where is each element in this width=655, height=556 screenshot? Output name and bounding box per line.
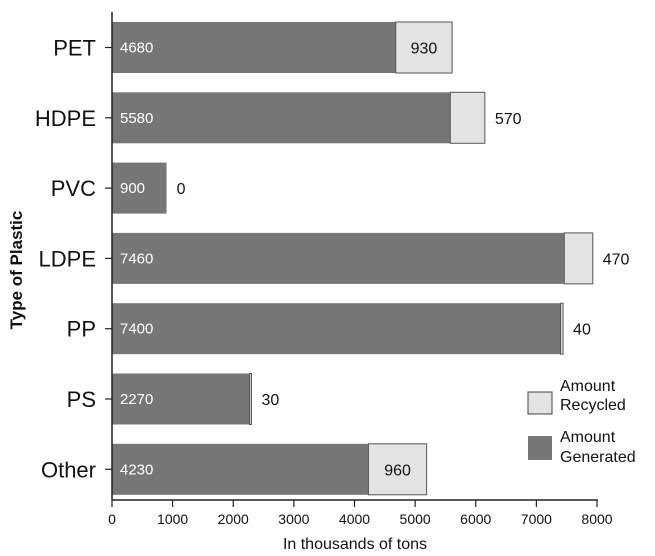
x-tick-label-6000: 6000 (460, 511, 491, 527)
data-label-recycled-other: 960 (384, 462, 411, 479)
bar-generated-hdpe (112, 92, 451, 144)
bar-recycled-other (367, 443, 428, 496)
category-label-pvc: PVC (51, 176, 96, 201)
data-label-recycled-pet: 930 (411, 41, 438, 58)
data-label-generated-hdpe: 5580 (120, 110, 153, 127)
bar-generated-pp (112, 303, 561, 355)
legend-label-recycled-2: Recycled (560, 397, 626, 414)
data-label-recycled-pvc: 0 (177, 181, 186, 198)
bar-generated-ps (112, 373, 250, 425)
legend-label-recycled-1: Amount (560, 378, 616, 395)
bar-generated-pet (112, 22, 396, 73)
data-label-generated-pp: 7400 (120, 321, 153, 338)
data-label-recycled-ps: 30 (261, 392, 279, 409)
legend: Amount Recycled Amount Generated (527, 378, 636, 466)
data-label-recycled-ldpe: 470 (603, 251, 630, 268)
category-labels: PET HDPE PVC LDPE PP PS Other (35, 36, 112, 482)
category-label-ps: PS (67, 387, 96, 412)
x-ticks: 0 1000 2000 3000 4000 5000 6000 7000 8000 (108, 500, 613, 527)
data-label-generated-pvc: 900 (120, 180, 145, 197)
bar-recycled-hdpe (449, 91, 486, 144)
x-axis-title: In thousands of tons (283, 536, 427, 553)
y-axis-title: Type of Plastic (7, 211, 26, 330)
category-label-pet: PET (53, 36, 96, 61)
category-label-hdpe: HDPE (35, 106, 96, 131)
data-label-recycled-pp: 40 (573, 322, 591, 339)
category-label-ldpe: LDPE (39, 246, 96, 271)
bar-generated-ldpe (112, 232, 565, 284)
x-tick-label-5000: 5000 (400, 511, 431, 527)
x-tick-label-8000: 8000 (581, 511, 612, 527)
bars-layer: 4680 930 5580 570 900 0 7460 470 7400 40 2270 30 423… (112, 21, 630, 496)
bar-recycled-ps (249, 373, 252, 425)
bar-recycled-ldpe (563, 232, 594, 285)
legend-label-generated-2: Generated (560, 449, 636, 466)
legend-swatch-generated (528, 436, 552, 460)
x-tick-label-2000: 2000 (218, 511, 249, 527)
x-tick-label-4000: 4000 (339, 511, 370, 527)
data-label-generated-ps: 2270 (120, 391, 153, 408)
x-tick-label-3000: 3000 (278, 511, 309, 527)
data-label-recycled-hdpe: 570 (495, 111, 522, 128)
bar-recycled-pp (560, 302, 564, 355)
bar-generated-pvc (112, 162, 167, 214)
bar-recycled-pet (395, 21, 453, 74)
x-tick-label-7000: 7000 (521, 511, 552, 527)
category-label-other: Other (41, 457, 96, 482)
data-label-generated-other: 4230 (120, 461, 153, 478)
legend-label-generated-1: Amount (560, 429, 616, 446)
legend-swatch-recycled (527, 391, 553, 415)
category-label-pp: PP (67, 317, 96, 342)
data-label-generated-pet: 4680 (120, 40, 153, 57)
x-tick-label-1000: 1000 (157, 511, 188, 527)
bar-generated-other (112, 443, 369, 495)
x-tick-label-0: 0 (108, 511, 116, 527)
data-label-generated-ldpe: 7460 (120, 250, 153, 267)
